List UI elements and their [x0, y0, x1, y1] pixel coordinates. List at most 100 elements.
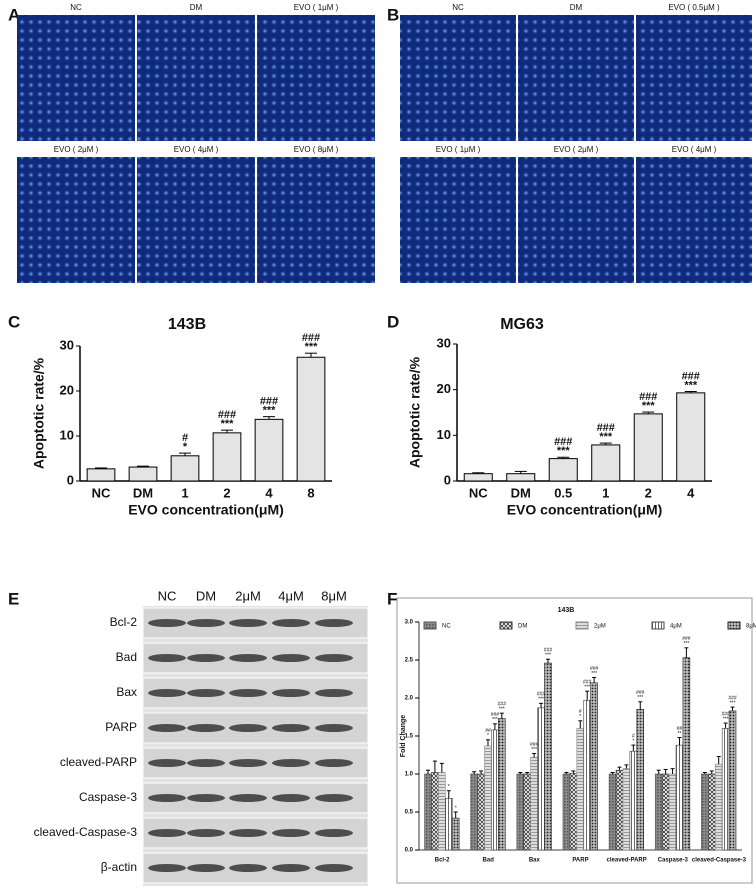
significance: ###	[590, 666, 599, 672]
band	[148, 619, 186, 627]
significance: ***	[263, 405, 277, 417]
bar	[537, 707, 545, 851]
x-axis-title: EVO concentration(μM)	[128, 502, 284, 518]
image-label: EVO ( 8μM )	[294, 145, 339, 154]
x-tick-label: Bad	[483, 858, 495, 864]
bar	[445, 798, 453, 851]
significance: ###	[302, 332, 320, 344]
x-tick-label: Bcl-2	[435, 858, 450, 864]
band	[315, 864, 353, 872]
micrograph	[636, 15, 752, 141]
legend-label: 4μM	[670, 624, 682, 630]
bar	[544, 662, 552, 851]
band	[148, 794, 186, 802]
band	[187, 864, 225, 872]
significance: *	[455, 805, 457, 811]
bar	[477, 773, 485, 851]
band	[187, 619, 225, 627]
row-label: Bcl-2	[110, 615, 138, 629]
band	[148, 654, 186, 662]
significance: ***	[492, 717, 498, 723]
significance: ###	[597, 422, 615, 434]
bar	[714, 763, 723, 851]
bar	[296, 356, 326, 482]
bar	[583, 699, 591, 851]
legend-label: 2μM	[594, 624, 606, 630]
x-tick-label: 1	[602, 485, 609, 500]
image-label: EVO ( 2μM )	[554, 145, 599, 154]
micrograph	[257, 157, 375, 283]
band	[229, 759, 267, 767]
bar	[721, 728, 730, 851]
x-tick-label: cleaved-Caspase-3	[692, 858, 747, 864]
significance: ***	[684, 379, 698, 391]
bar	[431, 772, 439, 851]
x-tick-label: 8	[307, 485, 314, 500]
band	[272, 619, 310, 627]
y-tick-label: 10	[437, 427, 451, 442]
bar	[254, 418, 284, 482]
panel-label: B	[387, 5, 399, 24]
row-label: Bad	[116, 650, 137, 664]
chart-title: 143B	[558, 607, 575, 614]
significance: ***	[557, 445, 571, 457]
bar	[661, 773, 670, 851]
band	[229, 724, 267, 732]
significance: ***	[723, 716, 729, 722]
significance: ***	[538, 697, 544, 703]
lane-label: 4μM	[278, 588, 304, 603]
y-tick-label: 0	[444, 472, 451, 487]
lane-label: DM	[196, 588, 216, 603]
significance: ###	[728, 695, 737, 701]
bar	[548, 458, 578, 482]
micrograph	[518, 157, 634, 283]
significance: #	[182, 432, 188, 444]
x-tick-label: 4	[687, 485, 695, 500]
bar	[424, 773, 432, 851]
band	[315, 654, 353, 662]
x-tick-label: 2	[223, 485, 230, 500]
band	[315, 619, 353, 627]
y-tick-label: 10	[60, 427, 74, 442]
image-label: NC	[70, 3, 82, 12]
bar	[438, 772, 446, 851]
y-tick-label: 1.0	[405, 772, 414, 778]
significance: ###	[491, 712, 500, 718]
panel-label: F	[387, 589, 397, 608]
band	[187, 654, 225, 662]
bar	[591, 444, 621, 482]
y-tick-label: 20	[437, 381, 451, 396]
lane-label: 8μM	[321, 588, 347, 603]
significance: ###	[682, 370, 700, 382]
micrograph	[17, 15, 135, 141]
panel-f-frame	[396, 597, 753, 884]
significance: ***	[499, 707, 505, 713]
y-tick-label: 20	[60, 382, 74, 397]
bar	[491, 729, 499, 851]
significance: ***	[730, 700, 736, 706]
micrograph	[137, 15, 255, 141]
image-label: EVO ( 2μM )	[54, 145, 99, 154]
y-tick-label: 0.5	[405, 810, 414, 816]
significance: *	[183, 441, 188, 453]
significance: #	[579, 709, 582, 715]
micrograph	[400, 15, 516, 141]
chart-title: 143B	[168, 316, 206, 333]
x-tick-label: cleaved-PARP	[607, 858, 647, 864]
significance: ***	[221, 418, 235, 430]
panel-label: D	[387, 312, 399, 331]
row-label: Caspase-3	[79, 790, 137, 804]
y-axis-title: Fold Change	[400, 715, 407, 757]
band	[315, 829, 353, 837]
bar	[636, 709, 645, 851]
x-tick-label: PARP	[572, 858, 588, 864]
band	[148, 864, 186, 872]
significance: ###	[498, 702, 507, 708]
x-tick-label: 2	[645, 485, 652, 500]
image-label: EVO ( 1μM )	[436, 145, 481, 154]
x-tick-label: 1	[181, 485, 188, 500]
row-label: Bax	[116, 685, 137, 699]
significance: ###	[260, 396, 278, 408]
legend-label: NC	[442, 624, 451, 630]
